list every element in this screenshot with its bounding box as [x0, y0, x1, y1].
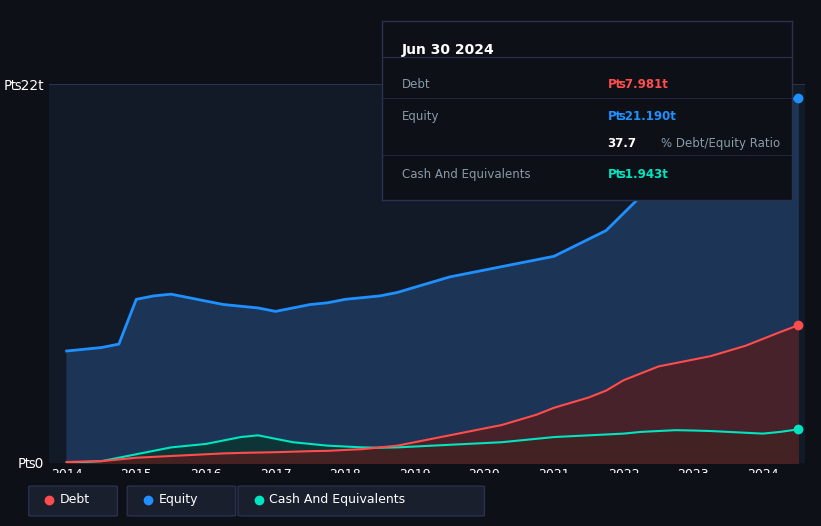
Text: 37.7: 37.7	[608, 137, 636, 150]
Text: % Debt/Equity Ratio: % Debt/Equity Ratio	[661, 137, 780, 150]
Text: Debt: Debt	[402, 78, 431, 92]
Text: ₧21.190t: ₧21.190t	[608, 110, 677, 124]
Text: Equity: Equity	[158, 493, 198, 506]
Text: ₧7.981t: ₧7.981t	[608, 78, 668, 92]
FancyBboxPatch shape	[29, 486, 117, 516]
Text: Jun 30 2024: Jun 30 2024	[402, 43, 495, 56]
Text: Equity: Equity	[402, 110, 440, 124]
Text: Debt: Debt	[60, 493, 90, 506]
FancyBboxPatch shape	[238, 486, 484, 516]
FancyBboxPatch shape	[127, 486, 236, 516]
Text: Cash And Equivalents: Cash And Equivalents	[402, 168, 531, 181]
Text: Cash And Equivalents: Cash And Equivalents	[269, 493, 406, 506]
Text: ₧1.943t: ₧1.943t	[608, 168, 668, 181]
